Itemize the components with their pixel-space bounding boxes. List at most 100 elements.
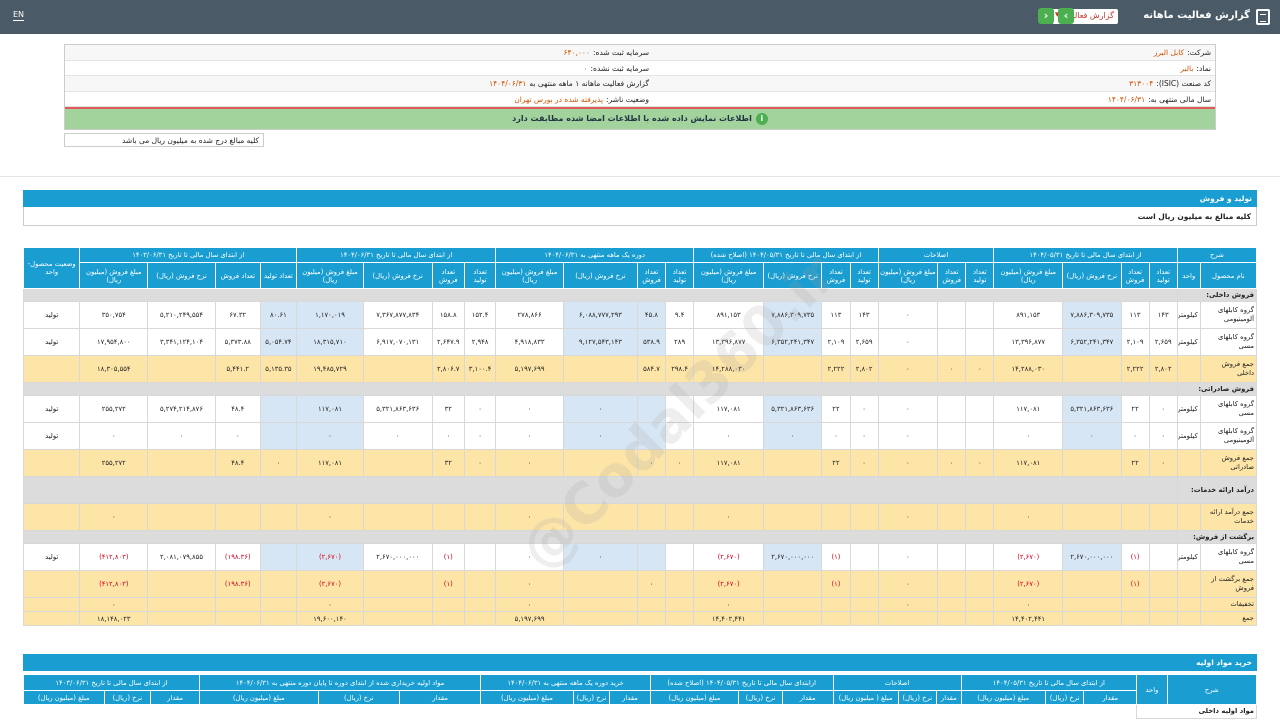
status-cell: تولید (22, 301, 81, 329)
table-cell: ۰ (693, 597, 765, 612)
col-header: مبلغ (میلیون ریال) (198, 690, 319, 705)
table-cell (965, 328, 995, 356)
table-cell (763, 449, 823, 477)
row-unit: کیلومتر (1176, 328, 1201, 356)
table-cell (147, 611, 216, 626)
status-cell: تولید (22, 422, 81, 450)
table-cell: ۰ (495, 503, 564, 531)
table-cell: ۱۴,۴۰۲,۴۴۱ (693, 611, 765, 626)
col-group-description: شرح (1176, 247, 1258, 263)
table-cell: ۲,۱۰۹ (1120, 328, 1150, 356)
table-cell: ۵,۲۷۴,۲۱۴,۸۷۶ (147, 395, 216, 423)
col-header: مبلغ (میلیون ریال) (23, 690, 105, 705)
col-header: مبلغ (میلیون ریال) (960, 690, 1046, 705)
table-cell (259, 611, 298, 626)
table-cell (763, 503, 823, 531)
capital-value: ۶۴۰,۰۰۰ (563, 48, 590, 57)
category-label: برگشت از فروش: (1176, 530, 1258, 544)
table-cell: ۱۸,۱۴۸,۰۲۳ (79, 611, 149, 626)
table-cell (562, 570, 638, 598)
row-unit (1176, 503, 1201, 531)
symbol-label: نماد: (1196, 63, 1211, 73)
table-cell: ۵۸۴.۷ (636, 355, 667, 383)
table-cell: ۲,۶۷۰,۰۰۰,۰۰۰ (763, 543, 823, 571)
table-cell: (۲,۶۷۰) (693, 570, 765, 598)
language-toggle[interactable]: EN (13, 10, 25, 21)
table-cell: ۰ (296, 422, 364, 450)
table-cell (1148, 611, 1178, 626)
table-cell (636, 611, 667, 626)
col-header: تعداد تولید (665, 262, 695, 289)
table-cell: ۰ (562, 543, 638, 571)
col-header: تعداد فروش (636, 262, 667, 289)
table-cell (665, 597, 695, 612)
table-cell: ۷,۸۸۶,۳۰۹,۷۳۵ (763, 301, 823, 329)
isic-label: کد صنعت (ISIC): (1156, 79, 1211, 88)
table-cell: ۸۰.۶۱ (259, 301, 298, 329)
table-cell: (۲,۶۷۰) (693, 543, 765, 571)
table-cell: ۰ (79, 597, 149, 612)
table-cell: ۰ (79, 422, 149, 450)
table-row: گروه کابلهای آلومینیومی کیلومتر ۰ ۰ ۰ ۰ ۰ ۰ ۰ ۰ ۰ ۰… (22, 422, 1258, 450)
table-cell (763, 611, 823, 626)
production-sales-table: شرح از ابتدای سال مالی تا تاریخ ۱۴۰۴/۰۵/… (22, 247, 1258, 626)
table-cell (636, 422, 667, 450)
table-cell (1062, 503, 1122, 531)
table-cell (431, 597, 465, 612)
row-unit (1176, 597, 1201, 612)
table-cell: ۲۵۵,۲۷۲ (79, 449, 149, 477)
table-cell: ۰ (259, 449, 298, 477)
table-cell: ۰ (562, 422, 638, 450)
table-cell (1120, 503, 1150, 531)
table-cell (937, 301, 967, 329)
table-cell (937, 597, 967, 612)
col-header: تعداد فروش (214, 262, 261, 289)
table-cell: (۱) (1120, 543, 1150, 571)
status-cell: تولید (22, 543, 81, 571)
table-cell: ۱۸,۳۰۵,۵۵۴ (79, 355, 149, 383)
table-cell (1062, 449, 1122, 477)
publisher-status-value: پذیرفته شده در بورس تهران (514, 94, 604, 104)
table-cell (965, 503, 995, 531)
table-cell (665, 570, 695, 598)
table-cell: ۵,۳۲۱,۸۶۳,۶۳۶ (1062, 395, 1122, 423)
table-cell (636, 543, 667, 571)
row-description: گروه کابلهای آلومینیومی (1199, 301, 1258, 329)
table-cell (763, 570, 823, 598)
table-cell (1148, 543, 1178, 571)
table-cell (562, 597, 638, 612)
col-group-ytd-1404-06: از ابتدای سال مالی تا تاریخ ۱۴۰۴/۰۶/۳۱ (296, 247, 497, 263)
col-header: مقدار (150, 690, 200, 705)
previous-button[interactable]: ‹ (1038, 8, 1054, 24)
table-cell: ۰ (965, 355, 995, 383)
table-cell: ۱۱۷,۰۸۱ (296, 449, 364, 477)
table-cell: ۲۲ (821, 395, 851, 423)
table-cell (665, 503, 695, 531)
info-row: شرکت:کابل البرز سرمایه ثبت شده:۶۴۰,۰۰۰ (65, 45, 1215, 61)
table-cell: ۵,۱۳۵.۳۵ (259, 355, 298, 383)
table-cell: (۲,۶۷۰) (296, 570, 364, 598)
col-header: تعداد فروش (1120, 262, 1150, 289)
next-button[interactable]: › (1058, 8, 1074, 24)
table-cell (636, 395, 667, 423)
col-header: تعداد تولید (259, 262, 298, 289)
col-header: مقدار (609, 690, 651, 705)
row-unit (1176, 355, 1201, 383)
table-cell (821, 611, 851, 626)
raw-col-group-adjusted: ازابتدای سال مالی تا تاریخ ۱۴۰۴/۰۵/۳۱ (ا… (649, 674, 834, 691)
table-cell (937, 422, 967, 450)
chevron-right-icon: › (1063, 9, 1069, 22)
table-cell (362, 570, 433, 598)
company-label: شرکت: (1187, 48, 1211, 57)
status-cell (22, 597, 81, 612)
table-cell: ۶,۳۵۲,۲۴۱,۳۴۷ (763, 328, 823, 356)
table-cell: ۰ (877, 503, 939, 531)
table-cell: ۱۵۸.۸ (431, 301, 465, 329)
table-cell: ۱۳,۳۹۶,۸۷۷ (693, 328, 765, 356)
table-cell: ۰ (937, 449, 967, 477)
table-cell (259, 570, 298, 598)
table-cell: (۱) (431, 543, 465, 571)
table-cell: ۰ (693, 503, 765, 531)
table-cell: ۲,۲۲۲ (821, 355, 851, 383)
table-cell: (۱) (431, 570, 465, 598)
